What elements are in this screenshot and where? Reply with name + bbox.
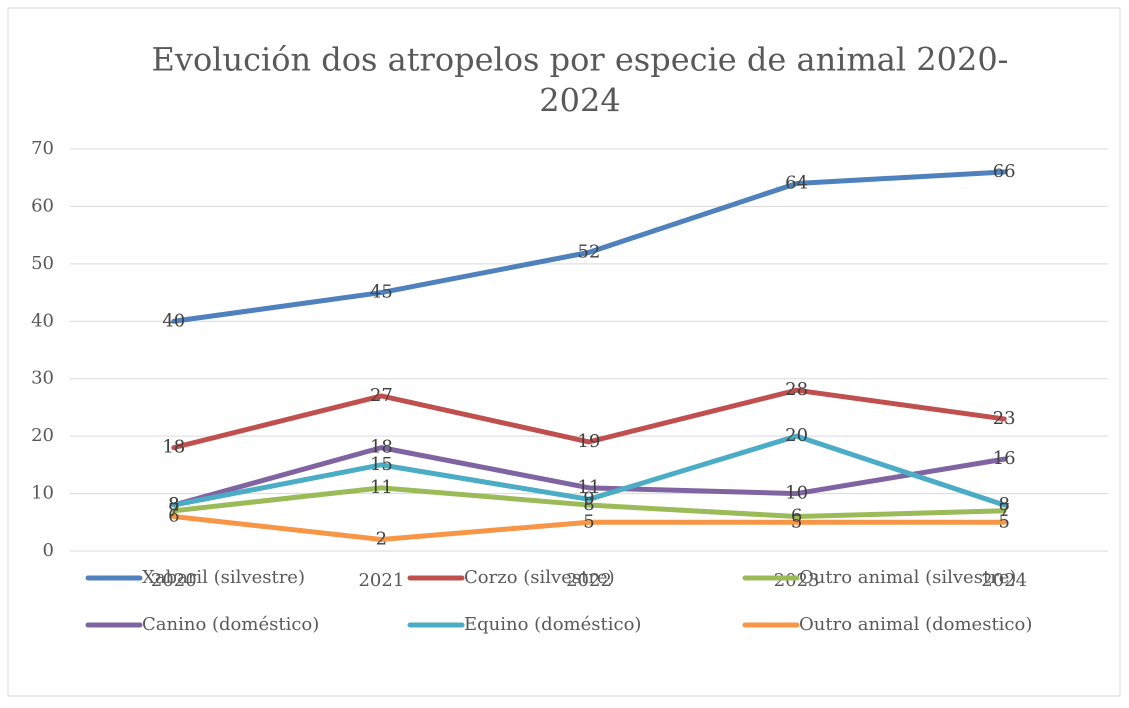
data-label: 28: [785, 379, 808, 400]
y-tick-label: 50: [31, 253, 54, 274]
data-label: 6: [168, 506, 179, 527]
data-label: 52: [578, 241, 601, 262]
series-line: [171, 485, 1007, 520]
data-label: 11: [370, 477, 393, 498]
data-label: 18: [162, 437, 185, 458]
data-label: 10: [785, 483, 808, 504]
data-label: 40: [162, 310, 185, 331]
legend-label: Outro animal (silvestre): [799, 567, 1016, 588]
data-label: 19: [578, 431, 601, 452]
series-line: [171, 514, 1007, 543]
y-tick-label: 20: [31, 425, 54, 446]
series-line: [171, 387, 1007, 451]
data-label: 6: [791, 506, 802, 527]
legend-label: Canino (doméstico): [142, 614, 319, 635]
data-label: 8: [583, 494, 594, 515]
data-label: 45: [370, 282, 393, 303]
series-line: [171, 433, 1007, 508]
x-tick-label: 2021: [358, 570, 404, 591]
data-label: 64: [785, 172, 808, 193]
data-label: 7: [168, 500, 179, 521]
data-label: 5: [791, 511, 802, 532]
chart-title: Evolución dos atropelos por especie de a…: [152, 41, 1009, 79]
series-line: [171, 445, 1007, 508]
y-tick-label: 70: [31, 138, 54, 159]
legend-label: Outro animal (domestico): [799, 614, 1032, 635]
series-line: [171, 169, 1007, 324]
data-label: 8: [168, 494, 179, 515]
data-label: 8: [168, 494, 179, 515]
legend-label: Equino (doméstico): [464, 614, 641, 635]
y-tick-label: 10: [31, 483, 54, 504]
y-tick-label: 30: [31, 368, 54, 389]
data-label: 23: [993, 408, 1016, 429]
data-label: 15: [370, 454, 393, 475]
data-label: 18: [370, 437, 393, 458]
data-label: 9: [583, 488, 594, 509]
data-label: 7: [998, 500, 1009, 521]
legend-label: Corzo (silvestre): [464, 567, 615, 588]
data-label: 2: [376, 529, 387, 550]
y-tick-label: 40: [31, 310, 54, 331]
legend-label: Xabaril (silvestre): [142, 567, 305, 588]
y-tick-label: 0: [43, 540, 54, 561]
x-tick-label: 2024: [981, 570, 1027, 591]
data-label: 11: [578, 477, 601, 498]
data-label: 16: [993, 448, 1016, 469]
chart-border: [7, 7, 1121, 697]
data-label: 66: [993, 161, 1016, 182]
data-label: 5: [998, 511, 1009, 532]
data-label: 8: [998, 494, 1009, 515]
x-tick-label: 2022: [566, 570, 612, 591]
data-label: 27: [370, 385, 393, 406]
y-tick-label: 60: [31, 195, 54, 216]
chart-title: 2024: [539, 82, 620, 120]
x-tick-label: 2020: [151, 570, 197, 591]
data-label: 5: [583, 511, 594, 532]
data-label: 20: [785, 425, 808, 446]
